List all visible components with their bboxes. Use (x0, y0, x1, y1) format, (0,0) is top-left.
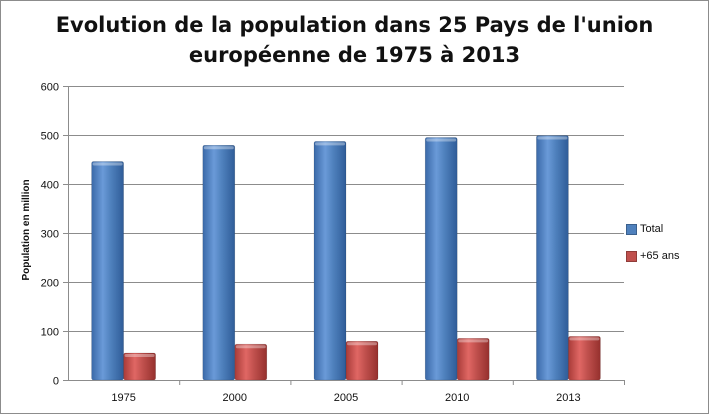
y-tick-label: 600 (41, 82, 59, 94)
axes (63, 86, 625, 385)
legend-swatch-total (626, 223, 637, 235)
legend: Total +65 ans (626, 222, 679, 276)
chart-title: Evolution de la population dans 25 Pays … (0, 10, 709, 70)
y-tick-label: 400 (41, 180, 59, 192)
bar-65-ans (234, 343, 268, 381)
legend-label-65-ans: +65 ans (640, 250, 680, 262)
x-tick-label: 2010 (445, 392, 469, 404)
legend-item-total: Total (626, 222, 679, 236)
y-axis-label: Population en million (21, 179, 32, 280)
legend-item-65-ans: +65 ans (626, 249, 679, 263)
bar-total (202, 144, 236, 381)
legend-label-total: Total (640, 223, 664, 235)
y-tick-label: 200 (41, 278, 59, 290)
y-tick-label: 100 (41, 327, 59, 339)
x-tick-label: 1975 (111, 392, 135, 404)
axis-labels: 0 100 200 300 400 500 600 1975 2000 2005 2010 2013 (41, 82, 581, 405)
bars (91, 135, 601, 381)
bar-65-ans (345, 340, 379, 381)
bar-65-ans (123, 352, 156, 381)
x-tick-label: 2005 (334, 392, 358, 404)
legend-swatch-65-ans (626, 250, 637, 262)
bar-65-ans (568, 336, 601, 381)
x-tick-label: 2000 (223, 392, 247, 404)
bar-total (91, 161, 124, 381)
chart-title-line-1: Evolution de la population dans 25 Pays … (55, 13, 654, 37)
bar-total (424, 137, 458, 381)
y-tick-label: 0 (53, 376, 59, 388)
bar-total (536, 135, 569, 381)
bar-total (313, 141, 347, 381)
y-tick-label: 500 (41, 131, 59, 143)
y-tick-label: 300 (41, 229, 59, 241)
bar-65-ans (456, 338, 490, 381)
x-tick-label: 2013 (556, 392, 580, 404)
chart-title-line-2: européenne de 1975 à 2013 (188, 43, 521, 67)
